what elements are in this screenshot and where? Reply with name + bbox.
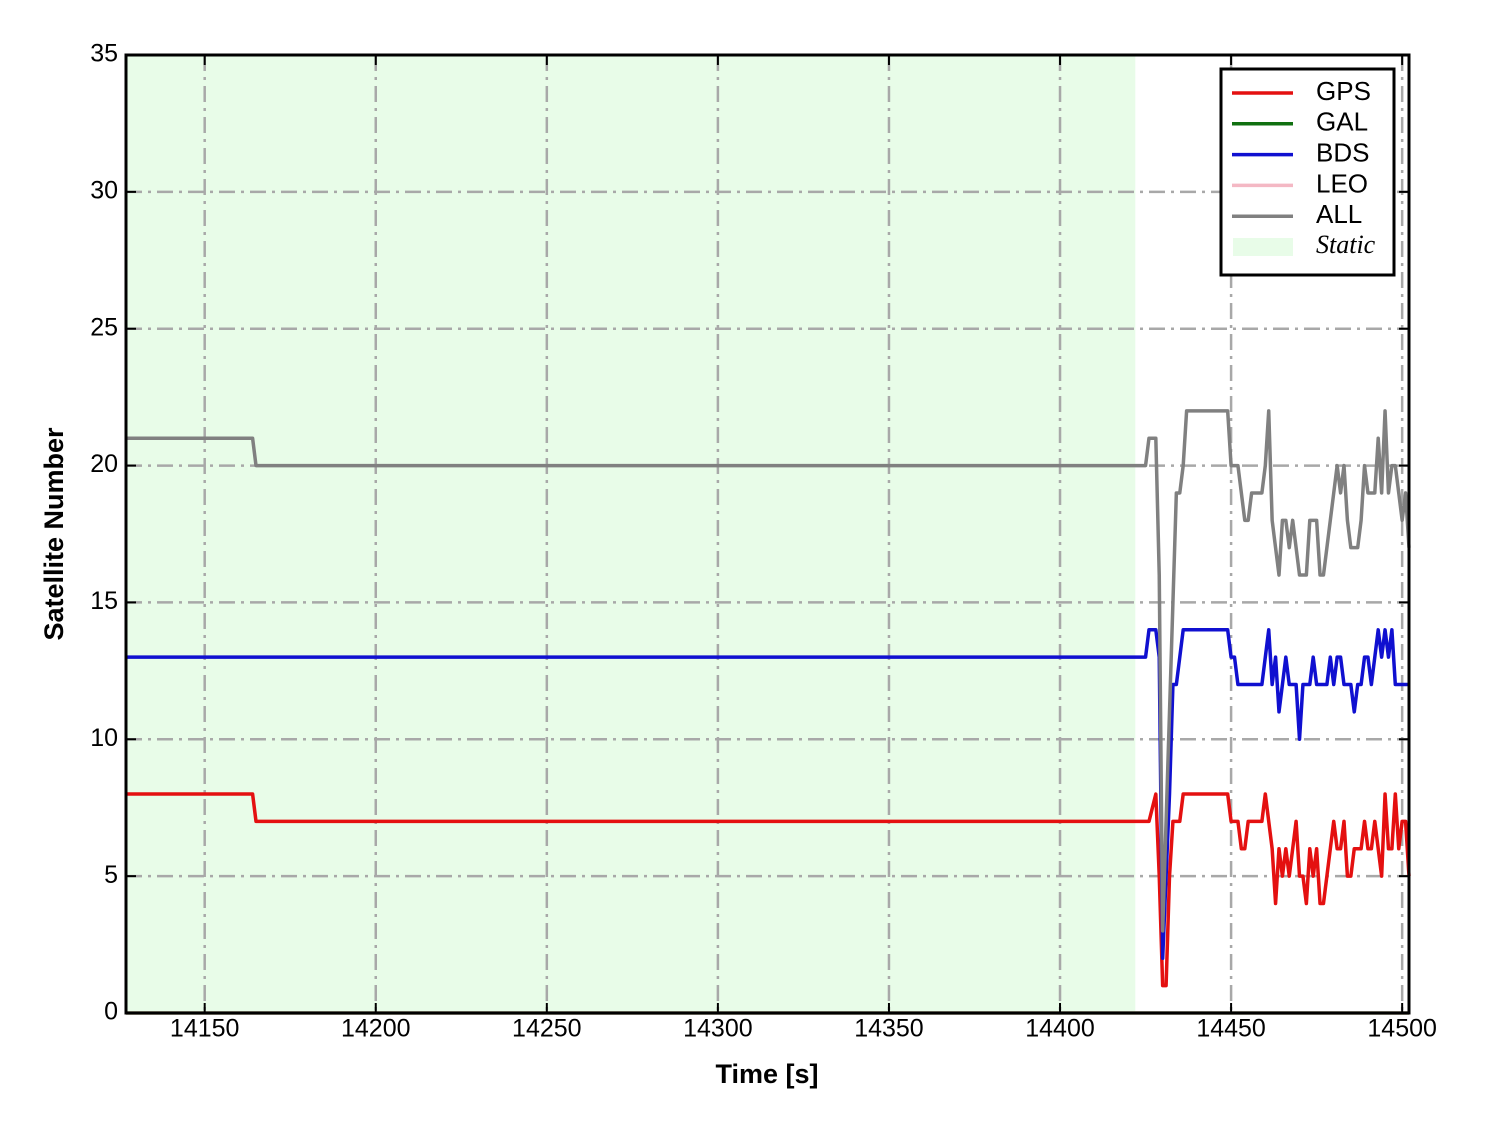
legend-label: GPS <box>1316 76 1371 106</box>
legend-label: GAL <box>1316 107 1368 137</box>
series-line <box>126 792 1411 988</box>
series-line <box>126 409 1411 933</box>
x-tick-label: 14350 <box>854 1015 924 1043</box>
legend-label: ALL <box>1316 199 1362 229</box>
y-tick-label: 5 <box>104 861 118 889</box>
legend-swatch <box>1233 238 1293 256</box>
x-tick-label: 14400 <box>1025 1015 1095 1043</box>
legend-label: BDS <box>1316 137 1369 167</box>
y-tick-label: 15 <box>90 587 118 615</box>
y-tick-label: 30 <box>90 176 118 204</box>
y-tick-label: 20 <box>90 450 118 478</box>
y-tick-label: 25 <box>90 313 118 341</box>
plot-frame <box>124 53 1411 1015</box>
x-tick-label: 14150 <box>170 1015 240 1043</box>
x-tick-label: 14450 <box>1196 1015 1266 1043</box>
x-tick-label: 14250 <box>512 1015 582 1043</box>
y-tick-label: 0 <box>104 998 118 1026</box>
x-tick-label: 14200 <box>341 1015 411 1043</box>
series-line <box>126 628 1409 961</box>
legend-label: Static <box>1316 230 1376 259</box>
x-axis-title: Time [s] <box>715 1059 818 1089</box>
legend-label: LEO <box>1316 168 1368 198</box>
y-tick-label: 35 <box>90 40 118 68</box>
shaded-region <box>126 55 1136 1013</box>
y-tick-label: 10 <box>90 724 118 752</box>
x-tick-label: 14300 <box>683 1015 753 1043</box>
y-axis-title: Satellite Number <box>39 427 69 641</box>
x-tick-label: 14500 <box>1367 1015 1437 1043</box>
